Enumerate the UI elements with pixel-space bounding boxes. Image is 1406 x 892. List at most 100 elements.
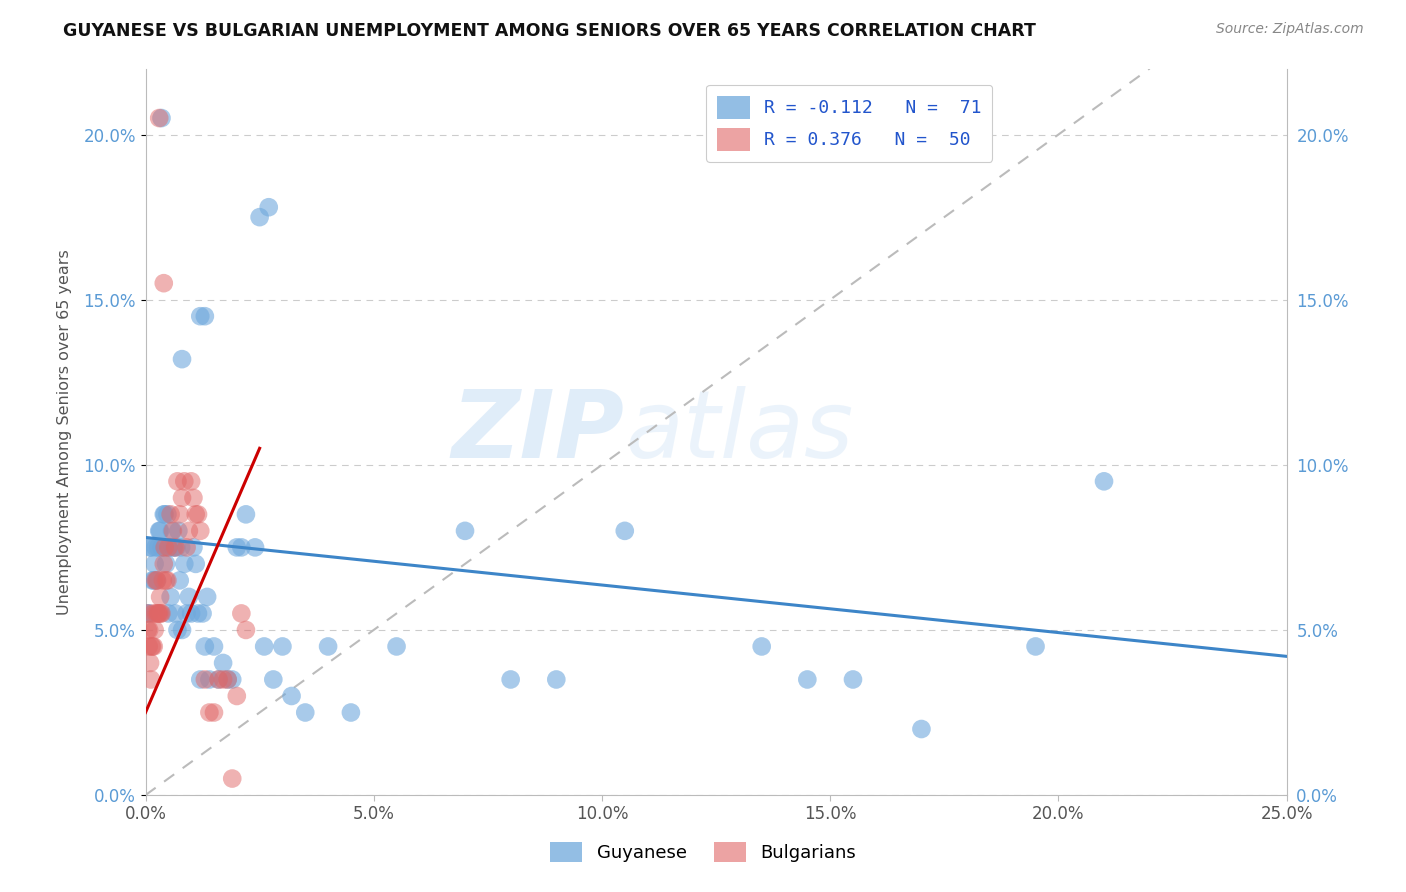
- Point: [142, 640, 165, 654]
- Point: [135, 607, 157, 621]
- Point: [145, 574, 167, 588]
- Point: [142, 607, 165, 621]
- Point: [148, 607, 170, 621]
- Point: [139, 541, 162, 555]
- Point: [183, 491, 205, 505]
- Text: ZIP: ZIP: [451, 386, 624, 478]
- Point: [184, 508, 207, 522]
- Point: [142, 574, 165, 588]
- Point: [166, 541, 188, 555]
- Text: atlas: atlas: [624, 386, 853, 477]
- Point: [173, 557, 195, 571]
- Point: [253, 640, 276, 654]
- Point: [257, 200, 280, 214]
- Point: [243, 541, 266, 555]
- Point: [499, 673, 522, 687]
- Point: [160, 524, 183, 538]
- Point: [231, 607, 253, 621]
- Point: [207, 673, 229, 687]
- Point: [231, 541, 253, 555]
- Point: [221, 772, 243, 786]
- Point: [167, 524, 190, 538]
- Point: [138, 623, 160, 637]
- Point: [155, 557, 177, 571]
- Point: [1025, 640, 1047, 654]
- Point: [454, 524, 477, 538]
- Point: [136, 607, 159, 621]
- Point: [145, 607, 167, 621]
- Legend: Guyanese, Bulgarians: Guyanese, Bulgarians: [543, 834, 863, 870]
- Point: [148, 524, 170, 538]
- Point: [165, 607, 187, 621]
- Point: [910, 722, 932, 736]
- Point: [195, 590, 218, 604]
- Point: [177, 524, 200, 538]
- Point: [212, 673, 235, 687]
- Point: [143, 623, 166, 637]
- Point: [202, 706, 225, 720]
- Point: [146, 607, 169, 621]
- Point: [198, 673, 221, 687]
- Point: [157, 607, 180, 621]
- Point: [271, 640, 294, 654]
- Point: [165, 541, 187, 555]
- Point: [156, 508, 179, 522]
- Point: [188, 309, 211, 323]
- Point: [294, 706, 316, 720]
- Point: [150, 607, 173, 621]
- Point: [249, 210, 271, 224]
- Point: [202, 640, 225, 654]
- Point: [152, 508, 174, 522]
- Point: [146, 574, 169, 588]
- Point: [198, 706, 221, 720]
- Point: [138, 640, 160, 654]
- Point: [188, 673, 211, 687]
- Point: [170, 352, 193, 367]
- Point: [159, 590, 181, 604]
- Point: [188, 524, 211, 538]
- Point: [159, 508, 181, 522]
- Point: [217, 673, 239, 687]
- Point: [169, 508, 191, 522]
- Point: [152, 557, 174, 571]
- Point: [136, 623, 159, 637]
- Point: [842, 673, 865, 687]
- Point: [152, 574, 174, 588]
- Point: [153, 508, 176, 522]
- Point: [225, 541, 247, 555]
- Point: [166, 475, 188, 489]
- Point: [149, 524, 172, 538]
- Point: [191, 607, 214, 621]
- Point: [194, 640, 217, 654]
- Point: [280, 689, 302, 703]
- Point: [176, 541, 198, 555]
- Point: [340, 706, 363, 720]
- Text: Source: ZipAtlas.com: Source: ZipAtlas.com: [1216, 22, 1364, 37]
- Point: [156, 574, 179, 588]
- Point: [184, 557, 207, 571]
- Point: [148, 607, 170, 621]
- Point: [166, 623, 188, 637]
- Point: [546, 673, 568, 687]
- Point: [262, 673, 284, 687]
- Point: [207, 673, 229, 687]
- Point: [187, 508, 209, 522]
- Point: [143, 557, 166, 571]
- Point: [217, 673, 239, 687]
- Point: [163, 541, 186, 555]
- Point: [235, 508, 257, 522]
- Point: [170, 491, 193, 505]
- Point: [221, 673, 243, 687]
- Point: [148, 541, 170, 555]
- Point: [146, 574, 169, 588]
- Point: [150, 541, 173, 555]
- Point: [170, 541, 193, 555]
- Y-axis label: Unemployment Among Seniors over 65 years: Unemployment Among Seniors over 65 years: [58, 249, 72, 615]
- Point: [212, 656, 235, 670]
- Point: [235, 623, 257, 637]
- Point: [139, 541, 162, 555]
- Point: [751, 640, 773, 654]
- Point: [796, 673, 818, 687]
- Point: [153, 541, 176, 555]
- Point: [385, 640, 408, 654]
